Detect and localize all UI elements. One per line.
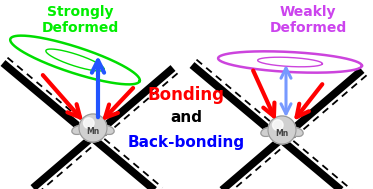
Ellipse shape bbox=[261, 128, 274, 136]
Ellipse shape bbox=[101, 126, 114, 134]
Circle shape bbox=[79, 114, 107, 142]
Ellipse shape bbox=[290, 128, 303, 136]
Text: Back-bonding: Back-bonding bbox=[128, 136, 245, 150]
Ellipse shape bbox=[72, 126, 85, 134]
Text: Strongly
Deformed: Strongly Deformed bbox=[41, 5, 119, 35]
Text: and: and bbox=[170, 111, 202, 125]
Circle shape bbox=[273, 120, 283, 130]
Circle shape bbox=[84, 118, 94, 128]
Text: Mn: Mn bbox=[87, 127, 100, 136]
Text: Mn: Mn bbox=[275, 129, 289, 138]
Text: Bonding: Bonding bbox=[147, 86, 225, 104]
Text: Weakly
Deformed: Weakly Deformed bbox=[269, 5, 347, 35]
Circle shape bbox=[268, 116, 296, 144]
